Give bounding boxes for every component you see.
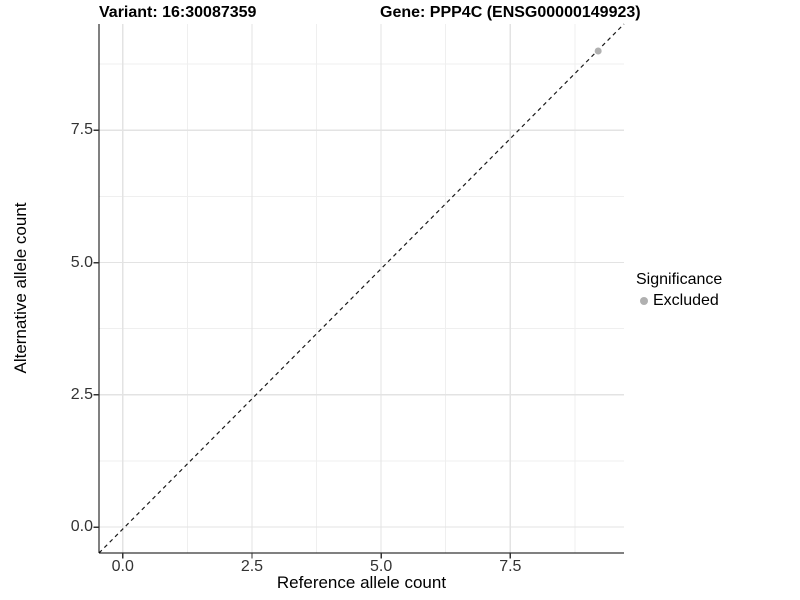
x-tick-label-3: 7.5 [499, 558, 522, 575]
y-tick-label-1: 2.5 [70, 385, 93, 403]
y-tick-label-2: 5.0 [70, 253, 93, 271]
legend-item-label: Excluded [653, 292, 719, 309]
plot-title-variant: Variant: 16:30087359 [99, 4, 257, 21]
legend: Significance Excluded [636, 271, 722, 310]
data-point-excluded [594, 47, 602, 55]
y-axis-title: Alternative allele count [11, 202, 30, 374]
x-axis-title: Reference allele count [276, 573, 447, 592]
plot-title-gene: Gene: PPP4C (ENSG00000149923) [380, 4, 641, 21]
x-tick-label-0: 0.0 [111, 558, 134, 575]
y-tick-label-0: 0.0 [70, 518, 93, 536]
legend-point-icon [640, 297, 648, 305]
x-tick-label-1: 2.5 [240, 558, 264, 575]
y-tick-label-3: 7.5 [70, 121, 93, 139]
legend-title: Significance [636, 271, 723, 288]
legend-item-excluded: Excluded [640, 292, 722, 310]
identity-reference-line [98, 23, 625, 554]
x-tick-label-2: 5.0 [370, 558, 393, 575]
